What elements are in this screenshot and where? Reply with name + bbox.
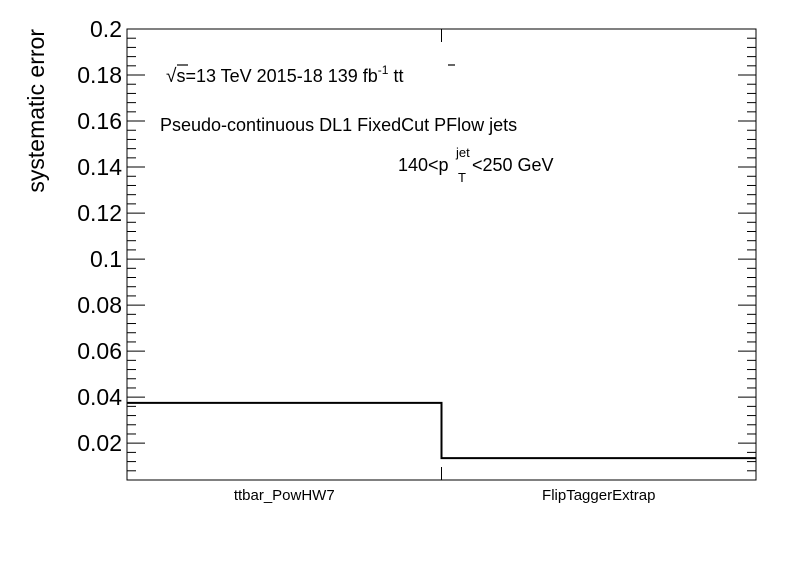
y-axis-label: systematic error [23,29,49,193]
y-tick-label: 0.06 [77,338,122,364]
pt-subscript: T [458,170,466,185]
y-tick-label: 0.1 [90,246,122,272]
y-tick-label: 0.14 [77,154,122,180]
tagger-annotation: Pseudo-continuous DL1 FixedCut PFlow jet… [160,115,517,135]
y-tick-label: 0.04 [77,384,122,410]
y-tick-labels: 0.02 0.04 0.06 0.08 0.1 0.12 0.14 0.16 0.18 0.2 [77,16,122,456]
sqrt-symbol: √ [166,66,177,87]
y-tick-label: 0.02 [77,430,122,456]
sample-label: tt [393,66,403,86]
pt-low: 140<p [398,155,449,175]
y-tick-label: 0.16 [77,108,122,134]
pt-annotation: 140<p [398,155,449,175]
x-tick-label: ttbar_PowHW7 [234,487,335,504]
x-tick-labels: ttbar_PowHW7 FlipTaggerExtrap [234,487,656,504]
lumi-exponent: -1 [378,63,389,77]
pt-superscript: jet [455,145,470,160]
energy-text: s=13 TeV 2015-18 139 fb [176,66,377,86]
y-tick-label: 0.2 [90,16,122,42]
energy-annotation: √s=13 TeV 2015-18 139 fb-1 tt [166,63,403,87]
series-line [127,401,756,460]
x-tick-label: FlipTaggerExtrap [542,487,655,504]
y-tick-label: 0.12 [77,200,122,226]
y-axis [127,28,756,481]
y-tick-label: 0.18 [77,62,122,88]
y-tick-label: 0.08 [77,292,122,318]
pt-high: <250 GeV [472,155,554,175]
